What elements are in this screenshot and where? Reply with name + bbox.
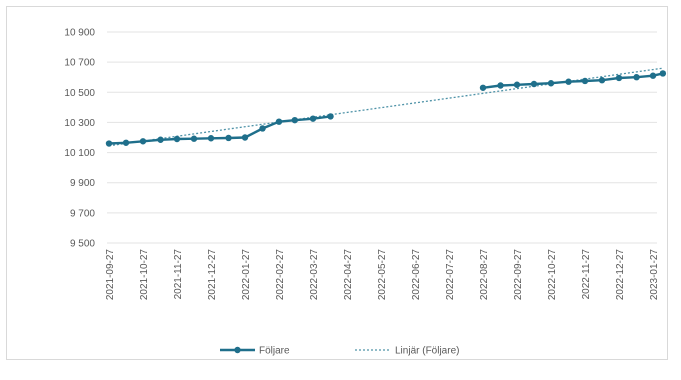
data-point (207, 135, 215, 142)
x-tick-label: 2022-01-27 (241, 249, 252, 301)
x-tick-label: 2022-07-27 (445, 249, 456, 301)
data-point (225, 134, 232, 142)
data-point (139, 138, 147, 145)
y-tick-label: 9 900 (70, 178, 95, 189)
data-point (633, 74, 640, 81)
y-tick-label: 10 100 (64, 148, 95, 159)
data-point (105, 140, 113, 147)
data-point (291, 116, 298, 124)
line-chart: 9 500 9 700 9 900 10 100 10 300 10 500 10 700 1… (64, 28, 667, 357)
x-tick-label: 2022-09-27 (513, 249, 524, 301)
data-point (309, 115, 317, 122)
data-point (513, 81, 521, 88)
y-tick-label: 10 500 (64, 88, 95, 99)
data-point (547, 80, 555, 87)
legend: Följare Linjär (Följare) (220, 346, 459, 357)
data-point (598, 77, 606, 84)
data-point (615, 74, 623, 82)
y-tick-label: 10 300 (64, 118, 95, 129)
x-tick-label: 2022-03-27 (309, 249, 320, 301)
trendline (108, 67, 663, 147)
x-tick-label: 2022-12-27 (615, 249, 626, 301)
data-point (530, 80, 538, 88)
x-tick-label: 2022-02-27 (275, 249, 286, 301)
gridlines (107, 31, 657, 244)
y-tick-label: 10 700 (64, 58, 95, 69)
data-point (649, 72, 657, 79)
chart-area: 9 500 9 700 9 900 10 100 10 300 10 500 10 700 1… (6, 6, 668, 360)
y-tick-label: 9 700 (70, 208, 95, 219)
y-tick-label: 9 500 (70, 239, 95, 250)
x-tick-label: 2023-01-27 (649, 249, 660, 301)
data-point (241, 134, 249, 141)
x-tick-label: 2022-06-27 (411, 249, 422, 301)
y-tick-label: 10 900 (64, 28, 95, 39)
data-point (565, 78, 572, 85)
trendline-series (108, 67, 663, 147)
data-point (157, 136, 164, 143)
y-axis: 9 500 9 700 9 900 10 100 10 300 10 500 10 700 1… (64, 28, 95, 250)
data-point (497, 82, 504, 89)
x-tick-label: 2022-08-27 (479, 249, 490, 301)
x-tick-label: 2021-11-27 (173, 249, 184, 300)
data-point (122, 139, 130, 146)
data-point (275, 118, 283, 125)
x-tick-label: 2022-10-27 (547, 249, 558, 301)
legend-label: Linjär (Följare) (395, 346, 459, 357)
x-tick-label: 2021-09-27 (105, 249, 116, 301)
x-tick-label: 2022-05-27 (377, 249, 388, 301)
x-tick-label: 2021-12-27 (207, 249, 218, 301)
x-tick-label: 2021-10-27 (139, 249, 150, 301)
main-series (105, 70, 667, 147)
data-point (173, 135, 181, 143)
data-point (659, 70, 667, 77)
x-tick-label: 2022-04-27 (343, 249, 354, 301)
data-point (479, 84, 487, 91)
x-tick-label: 2022-11-27 (581, 249, 592, 300)
legend-label: Följare (259, 346, 290, 357)
data-point (190, 135, 198, 142)
data-point (327, 113, 334, 120)
data-point (259, 125, 266, 132)
data-point (581, 77, 589, 85)
x-axis: 2021-09-27 2021-10-27 2021-11-27 2021-12-27… (105, 249, 660, 301)
legend-point-marker (234, 346, 241, 354)
